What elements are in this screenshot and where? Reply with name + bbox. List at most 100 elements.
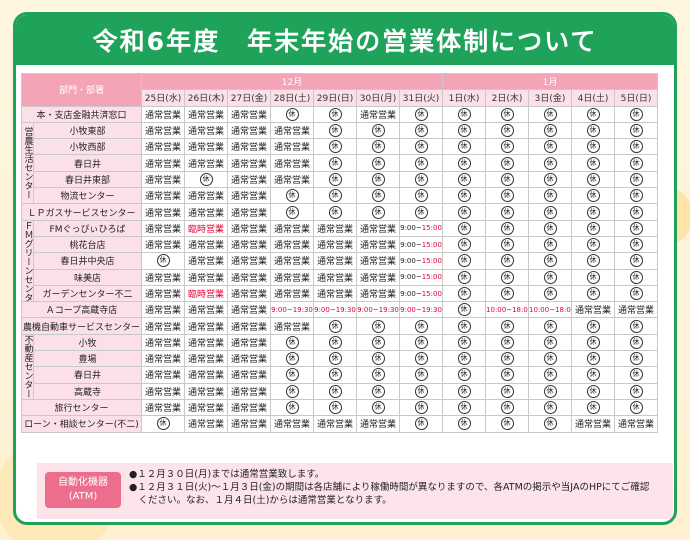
- table-row: 農機自動車サービスセンター 通常営業 通常営業 通常営業 通常営業休休休休休休休休: [20, 317, 659, 335]
- closed-cell: 休: [571, 121, 616, 140]
- status-cell: 通常営業: [141, 187, 186, 205]
- closed-cell: 休: [313, 105, 358, 123]
- status-cell: 通常営業: [184, 366, 229, 384]
- closed-mark: 休: [414, 319, 428, 333]
- closed-cell: 休: [614, 219, 659, 237]
- closed-mark: 休: [414, 384, 428, 398]
- closed-cell: 休: [528, 382, 573, 400]
- status-text: 通常営業: [145, 404, 182, 415]
- closed-cell: 休: [399, 333, 444, 352]
- closed-cell: 休: [571, 350, 616, 368]
- closed-cell: 休: [528, 366, 573, 384]
- status-text: 通常営業: [231, 208, 268, 219]
- status-cell: 9:00~15:00: [399, 252, 444, 270]
- day-header: 31日(火): [399, 89, 444, 107]
- status-cell: 通常営業: [227, 301, 272, 319]
- closed-cell: 休: [442, 219, 487, 237]
- status-cell: 通常営業: [227, 235, 272, 254]
- closed-mark: 休: [629, 156, 643, 170]
- closed-mark: 休: [586, 319, 600, 333]
- status-text: 通常営業: [231, 371, 268, 382]
- dept-name: 農機自動車サービスセンター: [20, 317, 143, 335]
- closed-cell: 休: [485, 398, 530, 417]
- dept-name: 春日井東部: [32, 170, 143, 189]
- closed-cell: 休: [399, 154, 444, 172]
- closed-cell: 休: [270, 398, 315, 417]
- closed-mark: 休: [543, 417, 557, 431]
- status-cell: 10:00~18:00: [528, 301, 573, 319]
- status-text: 通常営業: [145, 127, 182, 138]
- status-cell: 通常営業: [571, 301, 616, 319]
- closed-mark: 休: [285, 401, 299, 415]
- closed-mark: 休: [457, 107, 471, 121]
- closed-mark: 休: [500, 156, 514, 170]
- status-text: 通常営業: [360, 420, 397, 431]
- closed-mark: 休: [285, 352, 299, 366]
- dept-name: Ａコープ高蔵寺店: [20, 301, 143, 319]
- closed-cell: 休: [313, 203, 358, 221]
- status-text: 通常営業: [145, 159, 182, 170]
- status-text: 通常営業: [145, 322, 182, 333]
- closed-cell: 休: [399, 121, 444, 140]
- closed-mark: 休: [629, 189, 643, 203]
- closed-mark: 休: [500, 238, 514, 252]
- closed-cell: 休: [614, 382, 659, 400]
- atm-notes-text: ●１２月３０日(月)までは通常営業致します。 ●１２月３１日(火)～１月３日(金…: [129, 468, 649, 507]
- closed-cell: 休: [528, 187, 573, 205]
- closed-cell: 休: [313, 350, 358, 368]
- closed-cell: 休: [313, 121, 358, 140]
- closed-mark: 休: [500, 270, 514, 284]
- closed-cell: 休: [528, 268, 573, 286]
- status-text: 通常営業: [188, 371, 225, 382]
- closed-cell: 休: [485, 121, 530, 140]
- closed-cell: 休: [442, 154, 487, 172]
- day-header: 30日(月): [356, 89, 401, 107]
- status-text: 通常営業: [145, 110, 182, 121]
- closed-cell: 休: [141, 415, 186, 433]
- status-text: 通常営業: [618, 420, 655, 431]
- status-cell: 通常営業: [141, 138, 186, 156]
- closed-mark: 休: [156, 254, 170, 268]
- closed-mark: 休: [371, 156, 385, 170]
- closed-mark: 休: [586, 205, 600, 219]
- closed-mark: 休: [629, 352, 643, 366]
- closed-cell: 休: [571, 284, 616, 303]
- day-header: 29日(日): [313, 89, 358, 107]
- closed-cell: 休: [485, 219, 530, 237]
- status-text: 通常営業: [188, 273, 225, 284]
- closed-cell: 休: [399, 105, 444, 123]
- dept-name: 本・支店金融共済窓口: [20, 105, 143, 123]
- status-cell: 通常営業: [184, 350, 229, 368]
- closed-mark: 休: [629, 319, 643, 333]
- closed-cell: 休: [270, 333, 315, 352]
- closed-cell: 休: [485, 382, 530, 400]
- closed-mark: 休: [586, 254, 600, 268]
- status-cell: 通常営業: [227, 382, 272, 400]
- closed-mark: 休: [629, 368, 643, 382]
- closed-cell: 休: [442, 333, 487, 352]
- closed-cell: 休: [614, 350, 659, 368]
- status-text: 通常営業: [317, 241, 354, 252]
- status-cell: 通常営業: [227, 203, 272, 221]
- status-text: 通常営業: [145, 387, 182, 398]
- closed-cell: 休: [442, 366, 487, 384]
- closed-mark: 休: [457, 401, 471, 415]
- status-cell: 通常営業: [141, 317, 186, 335]
- dept-name: 春日井: [32, 366, 143, 384]
- status-cell: 通常営業: [141, 284, 186, 303]
- dept-name: ローン・相談センター(不二): [20, 415, 143, 433]
- closed-mark: 休: [199, 172, 213, 186]
- status-cell: 通常営業: [270, 317, 315, 335]
- status-text: 通常営業: [145, 306, 182, 317]
- closed-cell: 休: [614, 235, 659, 254]
- closed-cell: 休: [571, 252, 616, 270]
- closed-cell: 休: [528, 154, 573, 172]
- closed-cell: 休: [614, 203, 659, 221]
- closed-cell: 休: [442, 170, 487, 189]
- status-text: 通常営業: [231, 355, 268, 366]
- closed-mark: 休: [328, 384, 342, 398]
- status-cell: 通常営業: [141, 219, 186, 237]
- status-text: 通常営業: [231, 143, 268, 154]
- status-cell: 通常営業: [227, 415, 272, 433]
- status-cell: 通常営業: [184, 154, 229, 172]
